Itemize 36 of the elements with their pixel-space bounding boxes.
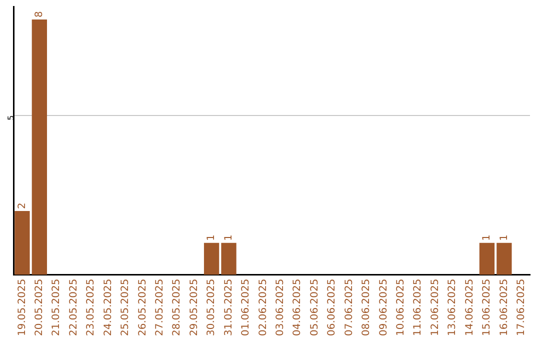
x-tick-label: 30.05.2025	[206, 278, 218, 336]
data-label: 1	[206, 234, 218, 241]
x-tick-label: 03.06.2025	[275, 278, 286, 336]
x-tick-label: 11.06.2025	[412, 278, 424, 336]
x-tick-label: 31.05.2025	[223, 278, 234, 336]
x-tick-label: 27.05.2025	[154, 278, 166, 336]
x-tick-label: 24.05.2025	[102, 278, 114, 336]
x-tick-label: 17.06.2025	[516, 278, 527, 336]
x-tick-label: 25.05.2025	[120, 278, 132, 336]
x-tick-label: 19.05.2025	[16, 278, 28, 336]
x-tick-label: 20.05.2025	[34, 278, 46, 336]
data-label: 1	[223, 234, 234, 241]
x-tick-label: 15.06.2025	[482, 278, 493, 336]
x-tick-label: 04.06.2025	[292, 278, 304, 336]
x-tick-label: 12.06.2025	[430, 278, 441, 336]
x-tick-label: 05.06.2025	[309, 278, 320, 336]
data-label: 1	[498, 234, 510, 241]
data-label: 1	[482, 234, 493, 241]
x-tick-label: 29.05.2025	[188, 278, 200, 336]
x-tick-label: 06.06.2025	[326, 278, 338, 336]
x-tick-label: 28.05.2025	[172, 278, 183, 336]
x-tick-label: 13.06.2025	[447, 278, 458, 336]
x-tick-label: 07.06.2025	[344, 278, 355, 336]
x-tick-label: 26.05.2025	[137, 278, 148, 336]
data-label: 8	[34, 11, 46, 18]
x-tick-label: 01.06.2025	[240, 278, 252, 336]
x-tick-label: 02.06.2025	[258, 278, 269, 336]
x-tick-label: 21.05.2025	[51, 278, 62, 336]
x-tick-label: 08.06.2025	[361, 278, 372, 336]
x-tick-label: 23.05.2025	[86, 278, 97, 336]
x-tick-label: 14.06.2025	[464, 278, 476, 336]
data-label: 2	[16, 202, 28, 209]
x-tick-label: 16.06.2025	[498, 278, 510, 336]
x-tick-label: 09.06.2025	[378, 278, 390, 336]
x-tick-label: 10.06.2025	[395, 278, 406, 336]
x-tick-label: 22.05.2025	[68, 278, 80, 336]
